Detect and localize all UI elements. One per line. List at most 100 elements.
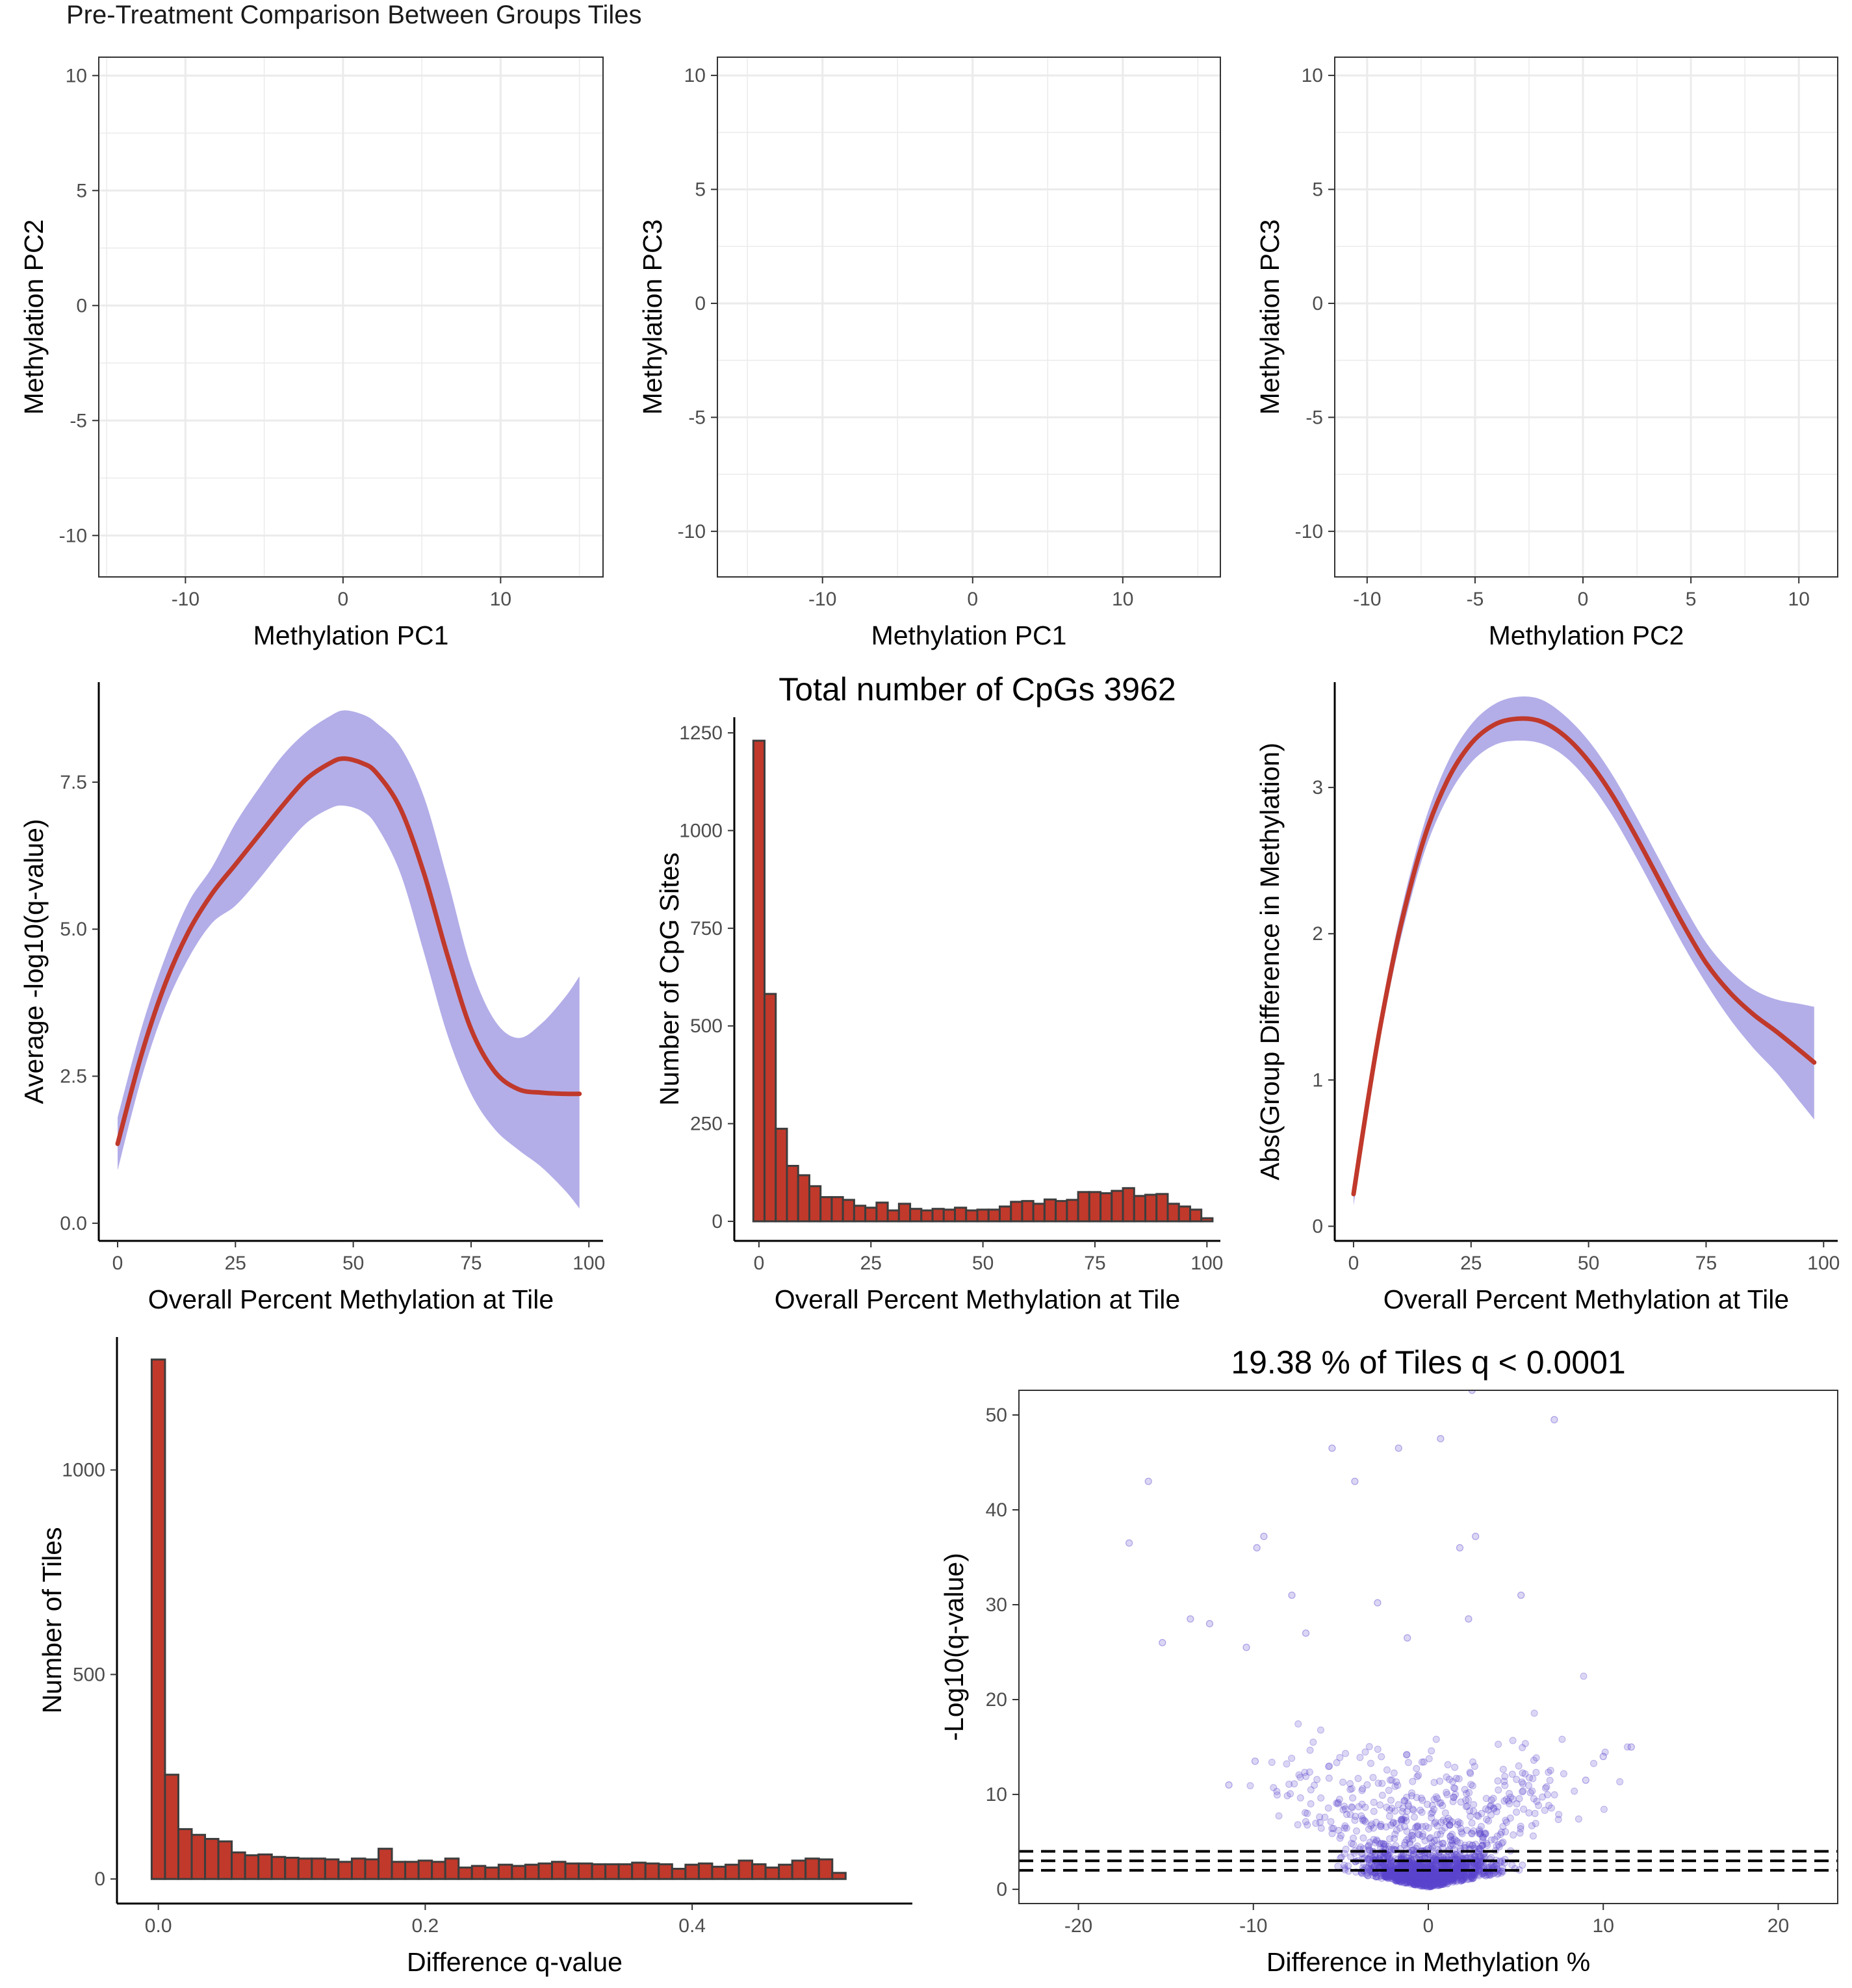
- data-point: [1449, 1874, 1457, 1882]
- data-point: [1378, 1874, 1385, 1882]
- data-point: [1433, 1863, 1441, 1870]
- data-point: [1422, 1881, 1430, 1889]
- data-point: [1415, 1876, 1422, 1883]
- data-point: [1400, 1797, 1408, 1805]
- data-point: [1421, 1882, 1428, 1890]
- data-point: [1447, 1876, 1455, 1883]
- data-point: [1437, 1876, 1445, 1884]
- data-point: [1413, 1878, 1421, 1885]
- data-point: [1307, 1800, 1315, 1808]
- data-point: [1477, 1822, 1485, 1830]
- data-point: [1482, 1872, 1490, 1880]
- x-axis-label: Overall Percent Methylation at Tile: [148, 1284, 554, 1314]
- data-point: [1532, 1768, 1540, 1776]
- data-point: [1389, 1872, 1396, 1880]
- data-point: [1386, 1872, 1394, 1880]
- data-point: [1317, 1726, 1324, 1734]
- data-point: [1442, 1862, 1450, 1870]
- data-point: [1413, 1879, 1421, 1887]
- histogram-bar: [204, 1838, 220, 1880]
- data-point: [1402, 1874, 1409, 1881]
- data-point: [1339, 1778, 1347, 1786]
- data-point: [1411, 1874, 1419, 1881]
- data-point: [1307, 1786, 1315, 1794]
- data-point: [1406, 1861, 1413, 1869]
- data-point: [1452, 1855, 1460, 1863]
- data-point: [1501, 1781, 1509, 1789]
- plot-background: [1335, 57, 1838, 577]
- data-point: [1413, 1876, 1421, 1883]
- data-point: [1288, 1591, 1296, 1599]
- data-point: [1364, 1872, 1372, 1880]
- data-point: [1439, 1879, 1447, 1887]
- data-point: [1443, 1878, 1450, 1886]
- data-point: [1509, 1737, 1517, 1744]
- y-axis-label: -Log10(q-value): [939, 1553, 969, 1740]
- data-point: [1545, 1768, 1552, 1776]
- data-point: [1428, 1874, 1435, 1881]
- data-point: [1411, 1878, 1419, 1886]
- data-point: [1454, 1859, 1461, 1867]
- histogram-bar: [270, 1855, 287, 1880]
- data-point: [1420, 1875, 1428, 1883]
- data-point: [1406, 1878, 1414, 1886]
- data-point: [1419, 1873, 1426, 1881]
- histogram-bar: [791, 1859, 807, 1880]
- data-point: [1408, 1858, 1416, 1866]
- data-point: [1433, 1863, 1441, 1871]
- plot-background: [99, 57, 603, 577]
- data-point: [1334, 1800, 1342, 1807]
- x-tick-label: 25: [225, 1253, 246, 1274]
- data-point: [1460, 1872, 1467, 1880]
- data-point: [1424, 1874, 1432, 1881]
- data-point: [1448, 1875, 1456, 1883]
- data-point: [1435, 1870, 1443, 1878]
- data-point: [1439, 1877, 1447, 1885]
- data-point: [1426, 1881, 1434, 1889]
- histogram-bar: [1155, 1193, 1169, 1223]
- data-point: [1417, 1880, 1424, 1887]
- data-point: [1417, 1874, 1424, 1882]
- data-point: [1491, 1836, 1498, 1844]
- data-point: [1374, 1599, 1382, 1607]
- smooth-line: [1351, 716, 1817, 1197]
- data-point: [1424, 1874, 1432, 1882]
- data-point: [1435, 1878, 1443, 1885]
- data-point: [1429, 1881, 1437, 1889]
- data-point: [1411, 1873, 1419, 1881]
- data-point: [1467, 1781, 1475, 1789]
- data-point: [1392, 1872, 1400, 1880]
- data-point: [1525, 1809, 1533, 1816]
- data-point: [1448, 1872, 1456, 1880]
- data-point: [1449, 1874, 1457, 1881]
- data-point: [1432, 1878, 1439, 1885]
- histogram-bar: [404, 1861, 420, 1880]
- data-point: [1580, 1672, 1588, 1680]
- y-tick-label: 5: [76, 180, 87, 201]
- histogram-bar: [942, 1208, 957, 1223]
- data-point: [1366, 1850, 1374, 1857]
- data-point: [1474, 1850, 1482, 1858]
- data-point: [1365, 1855, 1372, 1863]
- data-point: [1144, 1477, 1152, 1485]
- histogram-bar: [431, 1861, 446, 1880]
- data-point: [1417, 1874, 1425, 1881]
- data-point: [1433, 1865, 1441, 1872]
- data-point: [1378, 1779, 1386, 1787]
- data-point: [1400, 1852, 1408, 1860]
- y-tick-label: 0: [996, 1879, 1007, 1900]
- histogram-bar: [190, 1833, 207, 1880]
- data-point: [1383, 1872, 1391, 1880]
- data-point: [1424, 1872, 1432, 1880]
- chart-smooth_q: 0 25 50 75 100 0.0 2.5 5.0 7.5 Overall Percent Me…: [19, 682, 605, 1314]
- data-point: [1435, 1876, 1443, 1883]
- data-point: [1406, 1876, 1414, 1884]
- data-point: [1440, 1874, 1448, 1881]
- data-point: [1428, 1878, 1436, 1886]
- data-point: [1495, 1843, 1503, 1851]
- data-point: [1434, 1877, 1442, 1885]
- data-point: [1428, 1878, 1436, 1885]
- data-point: [1341, 1850, 1348, 1857]
- data-point: [1400, 1879, 1408, 1887]
- data-point: [1441, 1874, 1449, 1882]
